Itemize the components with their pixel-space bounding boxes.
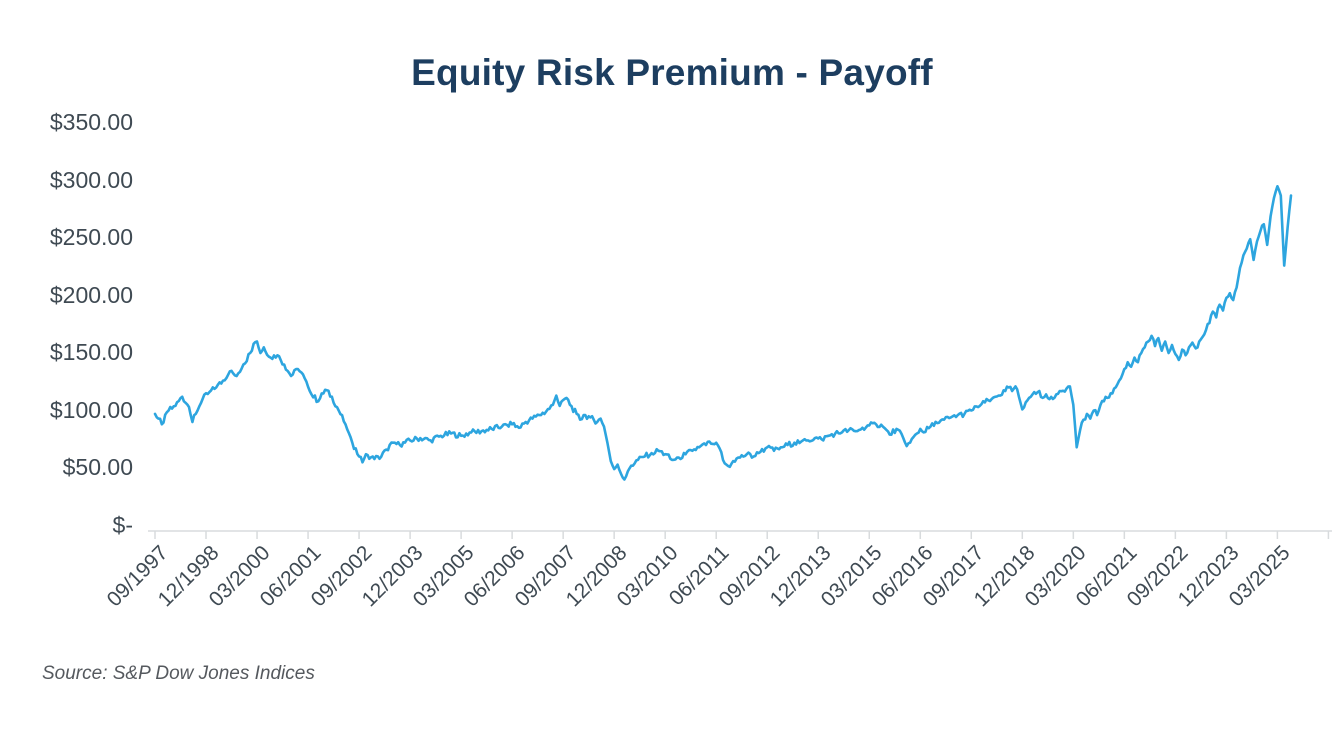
series-line xyxy=(153,185,1293,481)
source-note: Source: S&P Dow Jones Indices xyxy=(42,663,315,684)
chart-title: Equity Risk Premium - Payoff xyxy=(411,52,933,93)
y-axis-label: $50.00 xyxy=(62,454,133,480)
y-axis-label: $350.00 xyxy=(49,109,133,135)
y-axis-label: $- xyxy=(112,511,133,538)
y-axis-label: $300.00 xyxy=(49,166,133,193)
y-axis-label: $100.00 xyxy=(49,396,133,423)
y-axis-label: $250.00 xyxy=(49,224,133,250)
x-axis-ticks xyxy=(154,531,1330,539)
y-axis-label: $150.00 xyxy=(49,339,133,365)
y-axis-label: $200.00 xyxy=(49,281,133,308)
